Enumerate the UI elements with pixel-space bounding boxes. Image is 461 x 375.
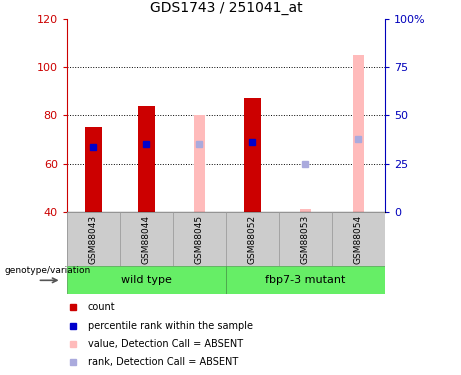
Bar xyxy=(173,212,226,266)
Bar xyxy=(279,212,332,266)
Text: GSM88054: GSM88054 xyxy=(354,214,363,264)
Bar xyxy=(85,128,102,212)
Text: GSM88044: GSM88044 xyxy=(142,214,151,264)
Bar xyxy=(67,212,120,266)
Text: percentile rank within the sample: percentile rank within the sample xyxy=(88,321,253,330)
Bar xyxy=(138,106,155,212)
Text: count: count xyxy=(88,302,116,312)
Bar xyxy=(226,266,385,294)
Text: wild type: wild type xyxy=(121,275,172,285)
Bar xyxy=(244,98,261,212)
Text: GSM88043: GSM88043 xyxy=(89,214,98,264)
Bar xyxy=(332,212,385,266)
Text: fbp7-3 mutant: fbp7-3 mutant xyxy=(265,275,346,285)
Text: GSM88052: GSM88052 xyxy=(248,214,257,264)
Bar xyxy=(353,55,364,212)
Text: genotype/variation: genotype/variation xyxy=(5,266,91,274)
Bar xyxy=(120,212,173,266)
Text: rank, Detection Call = ABSENT: rank, Detection Call = ABSENT xyxy=(88,357,238,367)
Text: GSM88045: GSM88045 xyxy=(195,214,204,264)
Bar xyxy=(194,116,205,212)
Text: value, Detection Call = ABSENT: value, Detection Call = ABSENT xyxy=(88,339,243,349)
Text: GSM88053: GSM88053 xyxy=(301,214,310,264)
Bar xyxy=(226,212,279,266)
Bar xyxy=(67,266,226,294)
Title: GDS1743 / 251041_at: GDS1743 / 251041_at xyxy=(149,1,302,15)
Bar xyxy=(300,210,311,212)
